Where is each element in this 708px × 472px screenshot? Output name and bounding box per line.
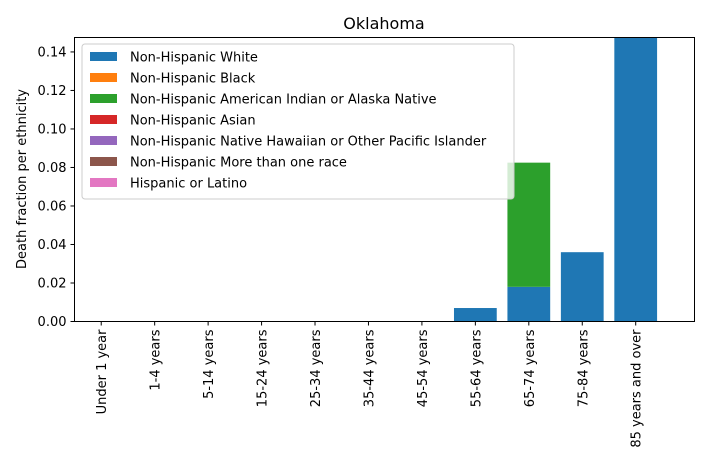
x-tick-label: 45-54 years <box>416 329 431 407</box>
bar-10-series-0 <box>614 37 658 322</box>
legend-frame <box>81 43 515 200</box>
y-axis: 0.00 0.02 0.04 0.06 0.08 0.10 0.12 0.14 <box>38 45 75 330</box>
bar-8-series-2 <box>507 162 551 287</box>
legend-swatch <box>90 178 117 187</box>
y-tick-label: 0.02 <box>38 276 67 291</box>
x-tick-label: 1-4 years <box>149 329 164 390</box>
legend-label: Non-Hispanic Black <box>130 72 256 87</box>
legend-swatch <box>90 73 117 82</box>
x-tick-label: 65-74 years <box>523 329 538 407</box>
legend-label: Non-Hispanic American Indian or Alaska N… <box>130 93 437 108</box>
y-tick-label: 0.14 <box>38 45 67 60</box>
x-tick-label: 75-84 years <box>576 329 591 407</box>
legend-swatch <box>90 115 117 124</box>
x-tick-label: Under 1 year <box>95 329 110 415</box>
bar-8-series-0 <box>507 286 551 322</box>
y-axis-label: Death fraction per ethnicity <box>15 89 30 269</box>
y-tick-label: 0.10 <box>38 122 67 137</box>
y-tick-label: 0.08 <box>38 161 67 176</box>
legend-swatch <box>90 157 117 166</box>
x-tick-label: 85 years and over <box>630 329 645 448</box>
bar-7-series-0 <box>453 308 497 322</box>
plot-frame <box>74 37 695 322</box>
x-axis: Under 1 year 1-4 years 5-14 years 15-24 yea… <box>95 321 645 448</box>
bars <box>453 37 658 322</box>
bar-9-series-0 <box>560 252 604 322</box>
y-tick-label: 0.04 <box>38 238 67 253</box>
x-tick-label: 55-64 years <box>469 329 484 407</box>
y-tick-label: 0.12 <box>38 84 67 99</box>
legend-label: Non-Hispanic Asian <box>130 114 256 129</box>
legend-label: Hispanic or Latino <box>130 177 247 192</box>
legend-swatch <box>90 52 117 61</box>
x-tick-label: 25-34 years <box>309 329 324 407</box>
x-tick-label: 15-24 years <box>256 329 271 407</box>
y-tick-label: 0.06 <box>38 199 67 214</box>
x-tick-label: 5-14 years <box>202 329 217 399</box>
y-tick-label: 0.00 <box>38 315 67 330</box>
legend-label: Non-Hispanic More than one race <box>130 156 347 171</box>
legend-label: Non-Hispanic White <box>130 51 258 66</box>
x-tick-label: 35-44 years <box>362 329 377 407</box>
legend-swatch <box>90 94 117 103</box>
chart-title: Oklahoma <box>343 14 424 33</box>
legend: Non-Hispanic White Non-Hispanic Black Non-… <box>81 43 515 200</box>
legend-label: Non-Hispanic Native Hawaiian or Other Pa… <box>130 135 487 150</box>
legend-swatch <box>90 136 117 145</box>
